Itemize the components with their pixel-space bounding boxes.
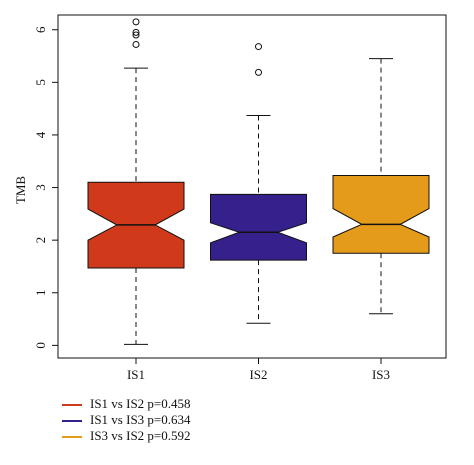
y-axis-label: TMB: [13, 176, 28, 205]
legend-label: IS3 vs IS2 p=0.592: [90, 428, 191, 443]
box: [210, 193, 307, 261]
y-tick-label: 1: [33, 290, 48, 297]
outlier: [132, 40, 140, 48]
legend-label: IS1 vs IS2 p=0.458: [90, 396, 191, 411]
plot-frame: [57, 14, 447, 359]
x-tick-label: IS3: [372, 367, 390, 382]
y-tick-label: 5: [33, 79, 48, 86]
outlier: [132, 18, 140, 26]
outlier: [132, 31, 140, 39]
outlier: [132, 28, 140, 36]
x-tick-label: IS2: [249, 367, 267, 382]
y-tick-label: 3: [33, 184, 48, 191]
x-tick-label: IS1: [127, 367, 145, 382]
outlier: [255, 68, 262, 76]
y-tick-label: 0: [33, 342, 48, 349]
y-tick-label: 2: [33, 237, 48, 244]
y-tick-label: 6: [33, 26, 48, 33]
y-tick-label: 4: [33, 131, 48, 138]
box: [332, 174, 430, 254]
outlier: [255, 43, 262, 51]
legend-label: IS1 vs IS3 p=0.634: [90, 412, 191, 427]
